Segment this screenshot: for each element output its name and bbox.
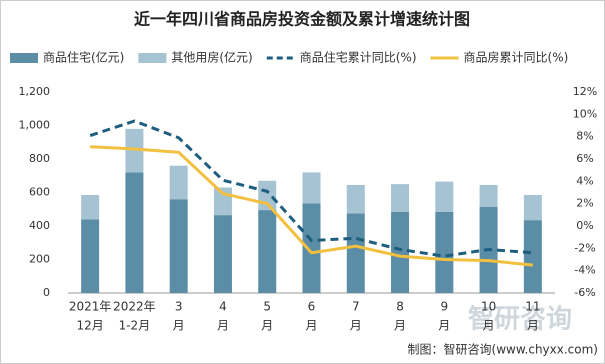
x-tick-label: 月 bbox=[483, 319, 495, 333]
y2-tick-label: 8% bbox=[576, 130, 593, 143]
chart-title: 近一年四川省商品房投资金额及累计增速统计图 bbox=[134, 10, 470, 29]
bar bbox=[435, 211, 454, 293]
x-tick-label: 2022年 bbox=[113, 300, 156, 314]
y-tick-label: 600 bbox=[29, 186, 50, 199]
legend-label: 商品住宅累计同比(%) bbox=[300, 50, 417, 65]
bar bbox=[125, 128, 144, 173]
x-tick-label: 2021年 bbox=[69, 300, 112, 314]
bar bbox=[213, 215, 232, 293]
watermark: 智研咨询 bbox=[468, 304, 572, 335]
x-tick-label: 4 bbox=[219, 300, 227, 314]
bar bbox=[169, 165, 188, 200]
y-tick-label: 400 bbox=[29, 219, 50, 232]
x-tick-label: 8 bbox=[396, 300, 404, 314]
y2-tick-label: 6% bbox=[576, 152, 593, 165]
legend-swatch bbox=[138, 53, 167, 63]
legend-label: 商品住宅(亿元) bbox=[43, 50, 124, 65]
bar bbox=[523, 220, 542, 293]
y2-tick-label: 12% bbox=[573, 85, 597, 98]
y2-tick-label: -4% bbox=[574, 264, 595, 277]
x-tick-label: 月 bbox=[261, 319, 273, 333]
bar bbox=[346, 213, 365, 293]
x-tick-label: 月 bbox=[527, 319, 539, 333]
x-tick-label: 月 bbox=[350, 319, 362, 333]
x-tick-label: 月 bbox=[217, 319, 229, 333]
bar bbox=[302, 172, 321, 204]
line bbox=[90, 145, 534, 267]
x-tick-label: 9 bbox=[440, 300, 448, 314]
bar bbox=[479, 184, 498, 207]
bar bbox=[81, 195, 100, 220]
y-tick-label: 800 bbox=[29, 152, 50, 165]
x-tick-label: 月 bbox=[305, 319, 317, 333]
legend-label: 其他用房(亿元) bbox=[171, 50, 252, 65]
y2-tick-label: 4% bbox=[576, 174, 593, 187]
x-tick-label: 3 bbox=[175, 300, 183, 314]
x-tick-label: 5 bbox=[263, 300, 271, 314]
y2-tick-label: 0% bbox=[576, 219, 593, 232]
legend-label: 商品房累计同比(%) bbox=[464, 50, 569, 65]
x-tick-label: 11 bbox=[525, 300, 540, 314]
y2-tick-label: 10% bbox=[573, 107, 597, 120]
legend-swatch bbox=[10, 53, 38, 63]
y-tick-label: 0 bbox=[43, 286, 50, 299]
y2-tick-label: -2% bbox=[574, 241, 595, 254]
bar bbox=[523, 195, 542, 221]
x-tick-label: 月 bbox=[394, 319, 406, 333]
bar bbox=[258, 210, 277, 293]
bar bbox=[391, 184, 410, 212]
x-tick-label: 月 bbox=[438, 319, 450, 333]
bar bbox=[81, 219, 100, 293]
x-tick-label: 1-2月 bbox=[119, 319, 151, 333]
bar bbox=[169, 199, 188, 293]
y-tick-label: 200 bbox=[29, 253, 50, 266]
y2-tick-label: -6% bbox=[574, 286, 595, 299]
y2-tick-label: 2% bbox=[576, 197, 593, 210]
x-tick-label: 6 bbox=[308, 300, 316, 314]
bar bbox=[391, 211, 410, 293]
source: 制图：智研咨询(www.chyxx.com) bbox=[408, 342, 598, 357]
bar bbox=[435, 181, 454, 212]
x-tick-label: 7 bbox=[352, 300, 360, 314]
x-tick-label: 月 bbox=[173, 319, 185, 333]
bar bbox=[125, 172, 144, 293]
x-tick-label: 12月 bbox=[76, 319, 103, 333]
x-tick-label: 10 bbox=[481, 300, 496, 314]
bar bbox=[302, 203, 321, 293]
bar bbox=[346, 184, 365, 214]
y-tick-label: 1,000 bbox=[19, 119, 51, 132]
line bbox=[89, 119, 533, 258]
y-tick-label: 1,200 bbox=[19, 85, 51, 98]
